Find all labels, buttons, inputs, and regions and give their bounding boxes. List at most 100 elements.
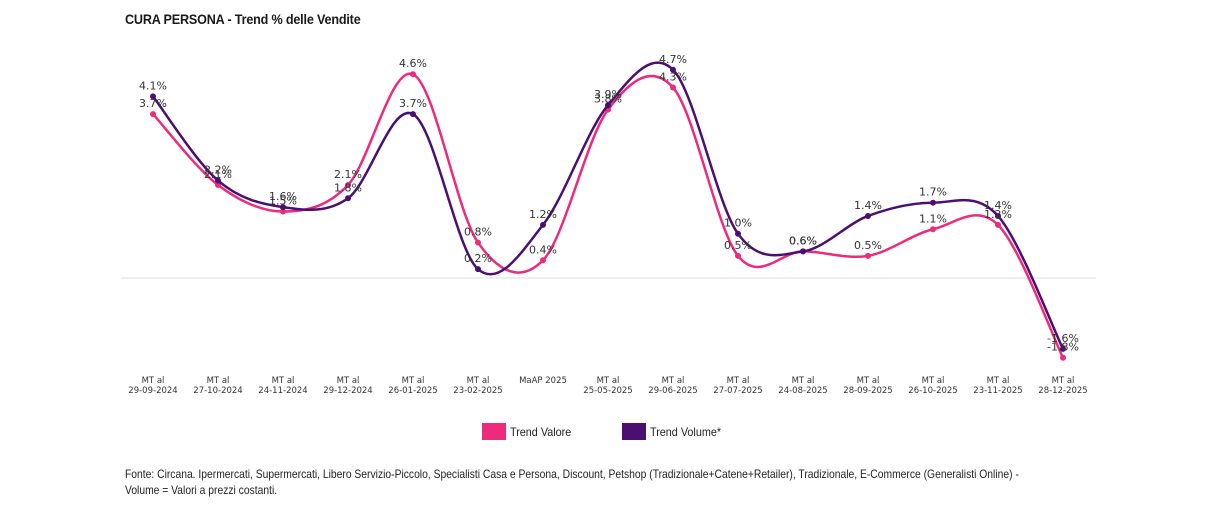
x-tick-label: 28-09-2025 xyxy=(843,386,892,396)
data-label-valore: 1.1% xyxy=(919,212,947,225)
x-tick-label: MT al xyxy=(727,376,750,386)
data-labels-layer: 3.7% 2.1% 1.5% 2.1% 4.6% 0.8% 0.4% 3.8% 4.3% 0.5%… xyxy=(139,53,1079,354)
x-tick-label: 29-06-2025 xyxy=(648,386,697,396)
x-tick-label: MT al xyxy=(207,376,230,386)
data-point-volume[interactable] xyxy=(605,102,611,109)
x-tick-label: MaAP 2025 xyxy=(519,376,567,386)
x-tick-label: MT al xyxy=(142,376,165,386)
data-point-volume[interactable] xyxy=(215,177,221,184)
data-label-volume: 1.7% xyxy=(919,186,947,199)
data-label-valore: 3.7% xyxy=(139,97,167,110)
chart-title: CURA PERSONA - Trend % delle Vendite xyxy=(125,11,361,27)
x-tick-label: MT al xyxy=(402,376,425,386)
data-label-volume: 1.2% xyxy=(529,208,557,221)
x-tick-label: MT al xyxy=(922,376,945,386)
data-point-valore[interactable] xyxy=(280,208,286,215)
data-point-valore[interactable] xyxy=(1060,354,1066,361)
data-label-valore: 0.4% xyxy=(529,243,557,256)
data-point-volume[interactable] xyxy=(410,111,416,118)
x-tick-label: 23-02-2025 xyxy=(453,386,502,396)
data-point-volume[interactable] xyxy=(735,230,741,237)
data-point-valore[interactable] xyxy=(540,257,546,264)
x-tick-label: MT al xyxy=(987,376,1010,386)
data-label-valore: 2.1% xyxy=(334,168,362,181)
line-chart: 3.7% 2.1% 1.5% 2.1% 4.6% 0.8% 0.4% 3.8% 4.3% 0.5%… xyxy=(121,53,1096,396)
x-tick-label: MT al xyxy=(792,376,815,386)
data-point-valore[interactable] xyxy=(410,71,416,78)
x-tick-label: 27-07-2025 xyxy=(713,386,762,396)
data-point-volume[interactable] xyxy=(280,204,286,211)
data-point-valore[interactable] xyxy=(345,181,351,188)
x-tick-label: 29-09-2024 xyxy=(128,386,177,396)
x-tick-label: 29-12-2024 xyxy=(323,386,372,396)
data-label-valore: 0.5% xyxy=(724,239,752,252)
data-point-volume[interactable] xyxy=(670,66,676,73)
data-label-valore: 4.3% xyxy=(659,71,687,84)
data-point-volume[interactable] xyxy=(475,266,481,273)
data-point-volume[interactable] xyxy=(1060,345,1066,352)
series-line-valore xyxy=(152,72,1065,359)
legend-swatch-valore xyxy=(482,423,506,440)
x-tick-label: MT al xyxy=(272,376,295,386)
x-tick-label: MT al xyxy=(1052,376,1075,386)
x-tick-label: MT al xyxy=(662,376,685,386)
legend-swatch-volume xyxy=(622,423,647,440)
legend-item-valore[interactable]: Trend Valore xyxy=(482,423,578,440)
legend-label-volume: Trend Volume* xyxy=(650,424,722,439)
data-label-volume: 4.7% xyxy=(659,53,687,66)
data-label-valore: 3.8% xyxy=(594,93,622,106)
x-tick-label: MT al xyxy=(337,376,360,386)
data-label-valore: 1.2% xyxy=(984,208,1012,221)
data-label-valore: 0.8% xyxy=(464,226,492,239)
x-tick-label: MT al xyxy=(857,376,880,386)
data-point-valore[interactable] xyxy=(670,84,676,91)
data-label-volume: 1.6% xyxy=(269,190,297,203)
x-tick-label: 26-10-2025 xyxy=(908,386,957,396)
legend: Trend Valore Trend Volume* xyxy=(482,423,773,440)
data-label-valore: -1.8% xyxy=(1047,341,1079,354)
data-label-valore: 4.6% xyxy=(399,57,427,70)
x-tick-label: 23-11-2025 xyxy=(973,386,1022,396)
data-point-valore[interactable] xyxy=(995,221,1001,228)
data-label-volume: 0.2% xyxy=(464,252,492,265)
data-label-volume: 1.0% xyxy=(724,217,752,230)
data-point-volume[interactable] xyxy=(800,248,806,255)
data-label-valore: 2.1% xyxy=(204,168,232,181)
data-point-valore[interactable] xyxy=(735,252,741,259)
data-point-volume[interactable] xyxy=(865,212,871,219)
data-label-volume: 3.9% xyxy=(594,88,622,101)
data-label-volume: 3.7% xyxy=(399,97,427,110)
data-label-volume: 1.4% xyxy=(854,199,882,212)
data-label-volume: 2.2% xyxy=(204,164,232,177)
data-point-volume[interactable] xyxy=(995,212,1001,219)
legend-label-valore: Trend Valore xyxy=(510,424,572,439)
data-label-volume: 1.4% xyxy=(984,199,1012,212)
data-point-valore[interactable] xyxy=(930,226,936,233)
data-label-volume: 0.6% xyxy=(789,234,817,247)
x-tick-label: 27-10-2024 xyxy=(193,386,242,396)
data-point-volume[interactable] xyxy=(540,221,546,228)
data-label-valore: 0.6% xyxy=(789,234,817,247)
source-note-line-1: Fonte: Circana. Ipermercati, Supermercat… xyxy=(125,467,1019,481)
x-tick-label: MT al xyxy=(597,376,620,386)
x-tick-label: 24-08-2025 xyxy=(778,386,827,396)
x-tick-label: 26-01-2025 xyxy=(388,386,437,396)
data-point-volume[interactable] xyxy=(150,93,156,100)
data-label-volume: -1.6% xyxy=(1047,332,1079,345)
data-label-valore: 0.5% xyxy=(854,239,882,252)
x-tick-label: 25-05-2025 xyxy=(583,386,632,396)
source-note-line-2: Volume = Valori a prezzi costanti. xyxy=(125,483,278,497)
data-label-volume: 1.8% xyxy=(334,181,362,194)
data-label-volume: 4.1% xyxy=(139,79,167,92)
data-point-valore[interactable] xyxy=(150,111,156,118)
source-note: Fonte: Circana. Ipermercati, Supermercat… xyxy=(125,466,1019,498)
data-point-volume[interactable] xyxy=(345,195,351,202)
data-point-valore[interactable] xyxy=(865,252,871,259)
data-point-valore[interactable] xyxy=(475,239,481,246)
x-tick-label: 28-12-2025 xyxy=(1038,386,1087,396)
data-point-valore[interactable] xyxy=(215,181,221,188)
x-tick-label: 24-11-2024 xyxy=(258,386,307,396)
data-point-volume[interactable] xyxy=(930,199,936,206)
legend-item-volume[interactable]: Trend Volume* xyxy=(622,423,729,440)
